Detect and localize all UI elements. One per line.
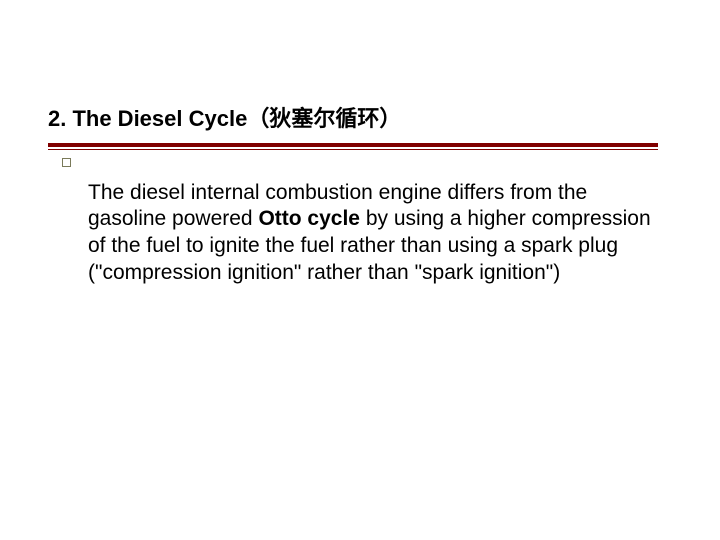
slide: 2. The Diesel Cycle（狄塞尔循环） The diesel in… — [0, 0, 720, 540]
title-rule — [48, 143, 658, 150]
body-block: The diesel internal combustion engine di… — [0, 150, 720, 288]
body-paragraph: The diesel internal combustion engine di… — [88, 180, 660, 288]
rule-thick — [48, 143, 658, 147]
title-block: 2. The Diesel Cycle（狄塞尔循环） — [0, 0, 720, 150]
slide-title: 2. The Diesel Cycle（狄塞尔循环） — [48, 105, 672, 133]
bullet-square-icon — [62, 158, 71, 167]
body-bold: Otto cycle — [258, 207, 360, 230]
